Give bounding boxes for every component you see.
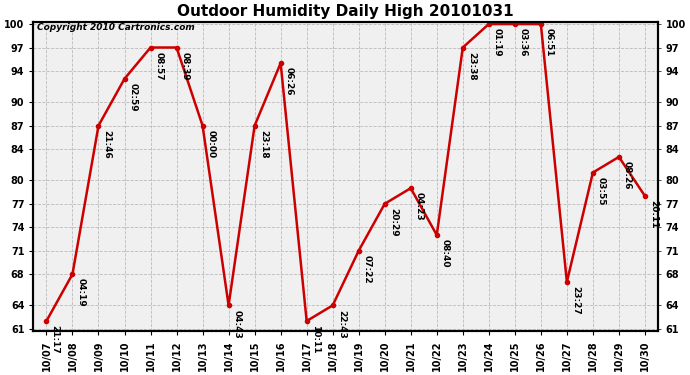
Text: Copyright 2010 Cartronics.com: Copyright 2010 Cartronics.com: [37, 23, 195, 32]
Text: 08:39: 08:39: [181, 52, 190, 80]
Text: 23:18: 23:18: [259, 130, 268, 159]
Text: 23:27: 23:27: [571, 286, 580, 315]
Text: 21:17: 21:17: [50, 325, 59, 354]
Text: 22:43: 22:43: [337, 309, 346, 338]
Text: 02:59: 02:59: [128, 83, 138, 111]
Text: 06:51: 06:51: [545, 28, 554, 57]
Text: 10:11: 10:11: [310, 325, 320, 354]
Text: 04:19: 04:19: [77, 278, 86, 307]
Text: 08:57: 08:57: [155, 52, 164, 80]
Text: 06:26: 06:26: [285, 67, 294, 96]
Text: 03:36: 03:36: [519, 28, 528, 57]
Text: 20:11: 20:11: [649, 200, 658, 229]
Text: 08:40: 08:40: [441, 239, 450, 268]
Text: 04:23: 04:23: [415, 192, 424, 221]
Text: 20:29: 20:29: [389, 208, 398, 237]
Text: 04:43: 04:43: [233, 309, 241, 338]
Text: 08:26: 08:26: [623, 161, 632, 190]
Text: 03:55: 03:55: [597, 177, 606, 205]
Text: 23:38: 23:38: [467, 52, 476, 80]
Title: Outdoor Humidity Daily High 20101031: Outdoor Humidity Daily High 20101031: [177, 4, 514, 19]
Text: 07:22: 07:22: [363, 255, 372, 284]
Text: 21:46: 21:46: [103, 130, 112, 159]
Text: 01:19: 01:19: [493, 28, 502, 57]
Text: 00:00: 00:00: [207, 130, 216, 158]
